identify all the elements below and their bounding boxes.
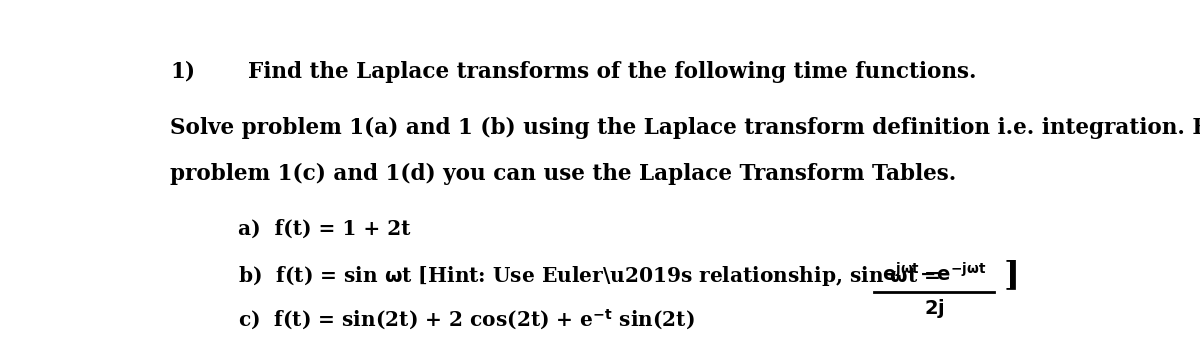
Text: $\mathbf{e^{j\omega t}\!-\!e^{-j\omega t}}$: $\mathbf{e^{j\omega t}\!-\!e^{-j\omega t… xyxy=(882,262,986,285)
Text: Solve problem 1(a) and 1 (b) using the Laplace transform definition i.e. integra: Solve problem 1(a) and 1 (b) using the L… xyxy=(170,117,1200,139)
Text: c)  f(t) = sin(2t) + 2 cos(2t) + e$\mathbf{^{-t}}$ sin(2t): c) f(t) = sin(2t) + 2 cos(2t) + e$\mathb… xyxy=(239,308,695,332)
Text: 1): 1) xyxy=(170,61,196,83)
Text: problem 1(c) and 1(d) you can use the Laplace Transform Tables.: problem 1(c) and 1(d) you can use the La… xyxy=(170,163,956,185)
Text: Find the Laplace transforms of the following time functions.: Find the Laplace transforms of the follo… xyxy=(247,61,976,83)
Text: $\mathbf{2j}$: $\mathbf{2j}$ xyxy=(924,297,944,320)
Text: b)  f(t) = sin $\mathbf{\omega}$t [Hint: Use Euler\u2019s relationship, sin $\ma: b) f(t) = sin $\mathbf{\omega}$t [Hint: … xyxy=(239,263,943,288)
Text: a)  f(t) = 1 + 2t: a) f(t) = 1 + 2t xyxy=(239,219,410,239)
Text: ]: ] xyxy=(1003,259,1020,292)
